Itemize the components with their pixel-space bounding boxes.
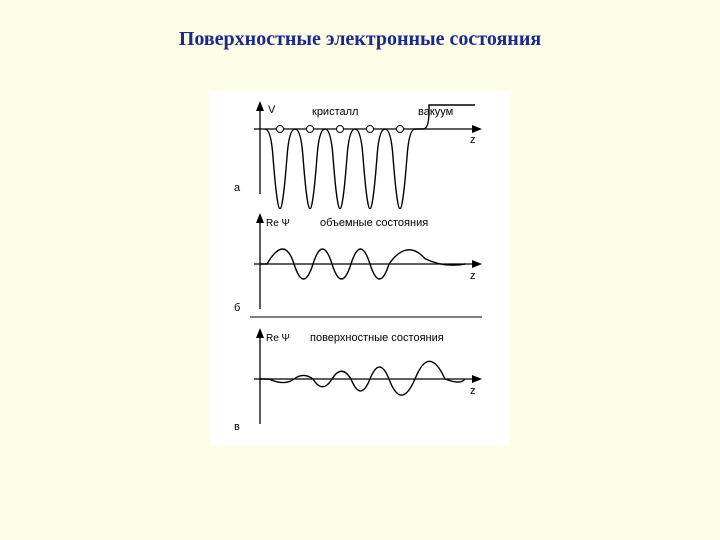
panel-b: Re Ψ z объемные состояния б (220, 209, 500, 324)
panel-a-xlabel: z (470, 134, 476, 146)
panel-a-tag: а (234, 182, 241, 194)
panel-a-ylabel: V (268, 104, 276, 116)
panel-b-caption: объемные состояния (320, 217, 428, 229)
label-crystal: кристалл (312, 106, 358, 118)
panel-b-xlabel: z (470, 270, 476, 282)
figure-container: V z кристалл вакуум а Re Ψ z объемные со… (210, 91, 510, 446)
atom-marker (397, 126, 404, 133)
panel-b-ylabel: Re Ψ (266, 218, 290, 229)
atom-marker (277, 126, 284, 133)
panel-c-xlabel: z (470, 385, 476, 397)
atom-marker (367, 126, 374, 133)
page-title: Поверхностные электронные состояния (0, 0, 720, 51)
atom-marker (307, 126, 314, 133)
panel-b-tag: б (234, 302, 240, 314)
panel-c-ylabel: Re Ψ (266, 333, 290, 344)
panel-c: Re Ψ z поверхностные состояния в (220, 324, 500, 442)
panel-c-caption: поверхностные состояния (310, 332, 444, 344)
label-vacuum: вакуум (418, 106, 453, 118)
panel-a: V z кристалл вакуум а (220, 99, 500, 209)
panel-c-tag: в (234, 421, 240, 433)
atom-marker (337, 126, 344, 133)
